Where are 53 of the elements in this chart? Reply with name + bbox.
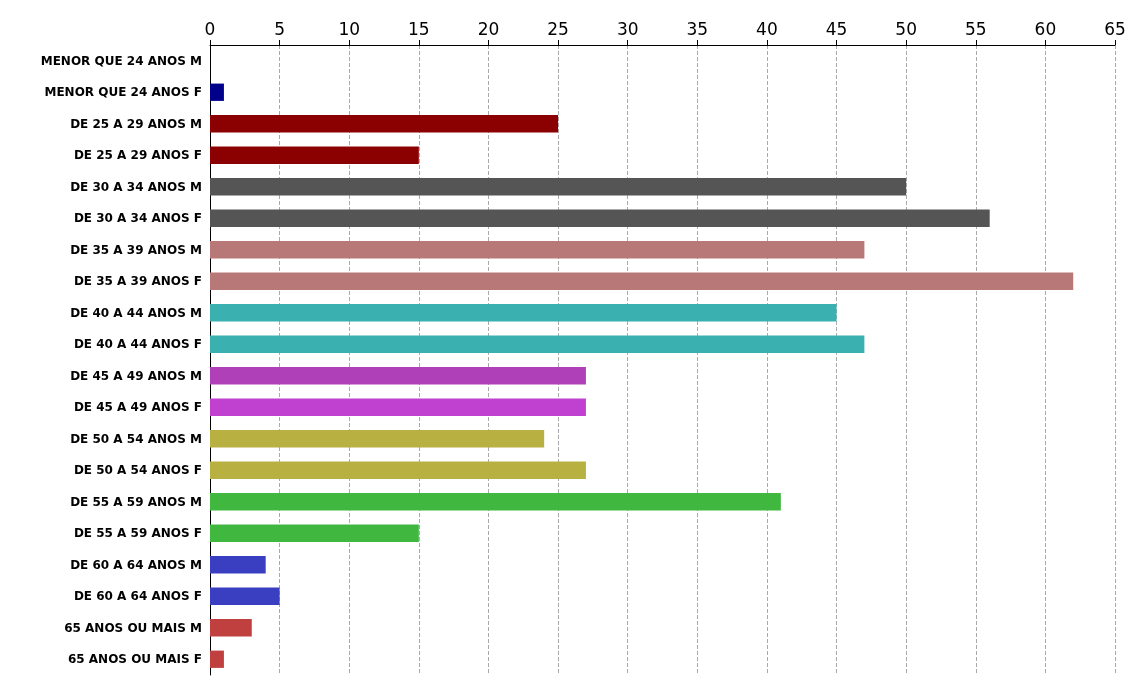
y-tick-label: DE 45 A 49 ANOS F — [73, 400, 202, 415]
y-tick-label: DE 30 A 34 ANOS M — [70, 179, 202, 194]
bar — [210, 83, 224, 101]
bar — [210, 209, 990, 227]
y-tick-label: DE 30 A 34 ANOS F — [73, 211, 202, 226]
y-tick-label: DE 60 A 64 ANOS F — [73, 589, 202, 604]
x-tick-label: 25 — [547, 18, 569, 39]
x-tick-label: 55 — [964, 18, 987, 39]
x-tick-label: 65 — [1104, 18, 1126, 39]
bar — [210, 650, 224, 668]
y-tick-label: 65 ANOS OU MAIS F — [67, 652, 202, 667]
bar — [210, 619, 252, 637]
y-tick-label: MENOR QUE 24 ANOS M — [40, 53, 202, 68]
bar — [210, 272, 1074, 290]
bar — [210, 430, 545, 448]
y-tick-label: DE 50 A 54 ANOS F — [73, 463, 202, 478]
x-tick-label: 45 — [825, 18, 848, 39]
y-tick-label: DE 55 A 59 ANOS M — [70, 494, 202, 509]
y-tick-label: DE 60 A 64 ANOS M — [70, 557, 202, 572]
x-tick-label: 60 — [1034, 18, 1057, 39]
bar — [210, 493, 781, 511]
bar — [210, 241, 865, 259]
bar — [210, 146, 419, 164]
y-tick-label: DE 40 A 44 ANOS F — [73, 337, 202, 352]
bar — [210, 304, 837, 322]
x-tick-label: 0 — [204, 18, 216, 39]
y-tick-label: DE 35 A 39 ANOS F — [73, 274, 202, 289]
y-tick-label: DE 40 A 44 ANOS M — [70, 305, 202, 320]
x-tick-label: 30 — [616, 18, 639, 39]
x-tick-label: 50 — [895, 18, 917, 39]
y-tick-label: DE 25 A 29 ANOS F — [73, 148, 202, 163]
x-tick-label: 5 — [274, 18, 286, 39]
y-tick-label: DE 55 A 59 ANOS F — [73, 526, 202, 541]
bar — [210, 587, 280, 605]
x-tick-label: 35 — [686, 18, 709, 39]
bar — [210, 367, 586, 385]
bar — [210, 461, 586, 479]
bar — [210, 335, 865, 353]
bar — [210, 115, 559, 133]
bar — [210, 556, 266, 574]
bar — [210, 178, 907, 196]
x-tick-label: 20 — [477, 18, 500, 39]
y-tick-label: MENOR QUE 24 ANOS F — [44, 85, 202, 100]
y-tick-label: 65 ANOS OU MAIS M — [64, 620, 202, 635]
y-tick-label: DE 45 A 49 ANOS M — [70, 368, 202, 383]
bar — [210, 398, 586, 416]
x-tick-label: 10 — [338, 18, 361, 39]
y-tick-label: DE 50 A 54 ANOS M — [70, 431, 202, 446]
y-tick-label: DE 35 A 39 ANOS M — [70, 242, 202, 257]
x-tick-label: 40 — [756, 18, 778, 39]
bar — [210, 524, 419, 542]
y-tick-label: DE 25 A 29 ANOS M — [70, 116, 202, 131]
x-tick-label: 15 — [408, 18, 430, 39]
